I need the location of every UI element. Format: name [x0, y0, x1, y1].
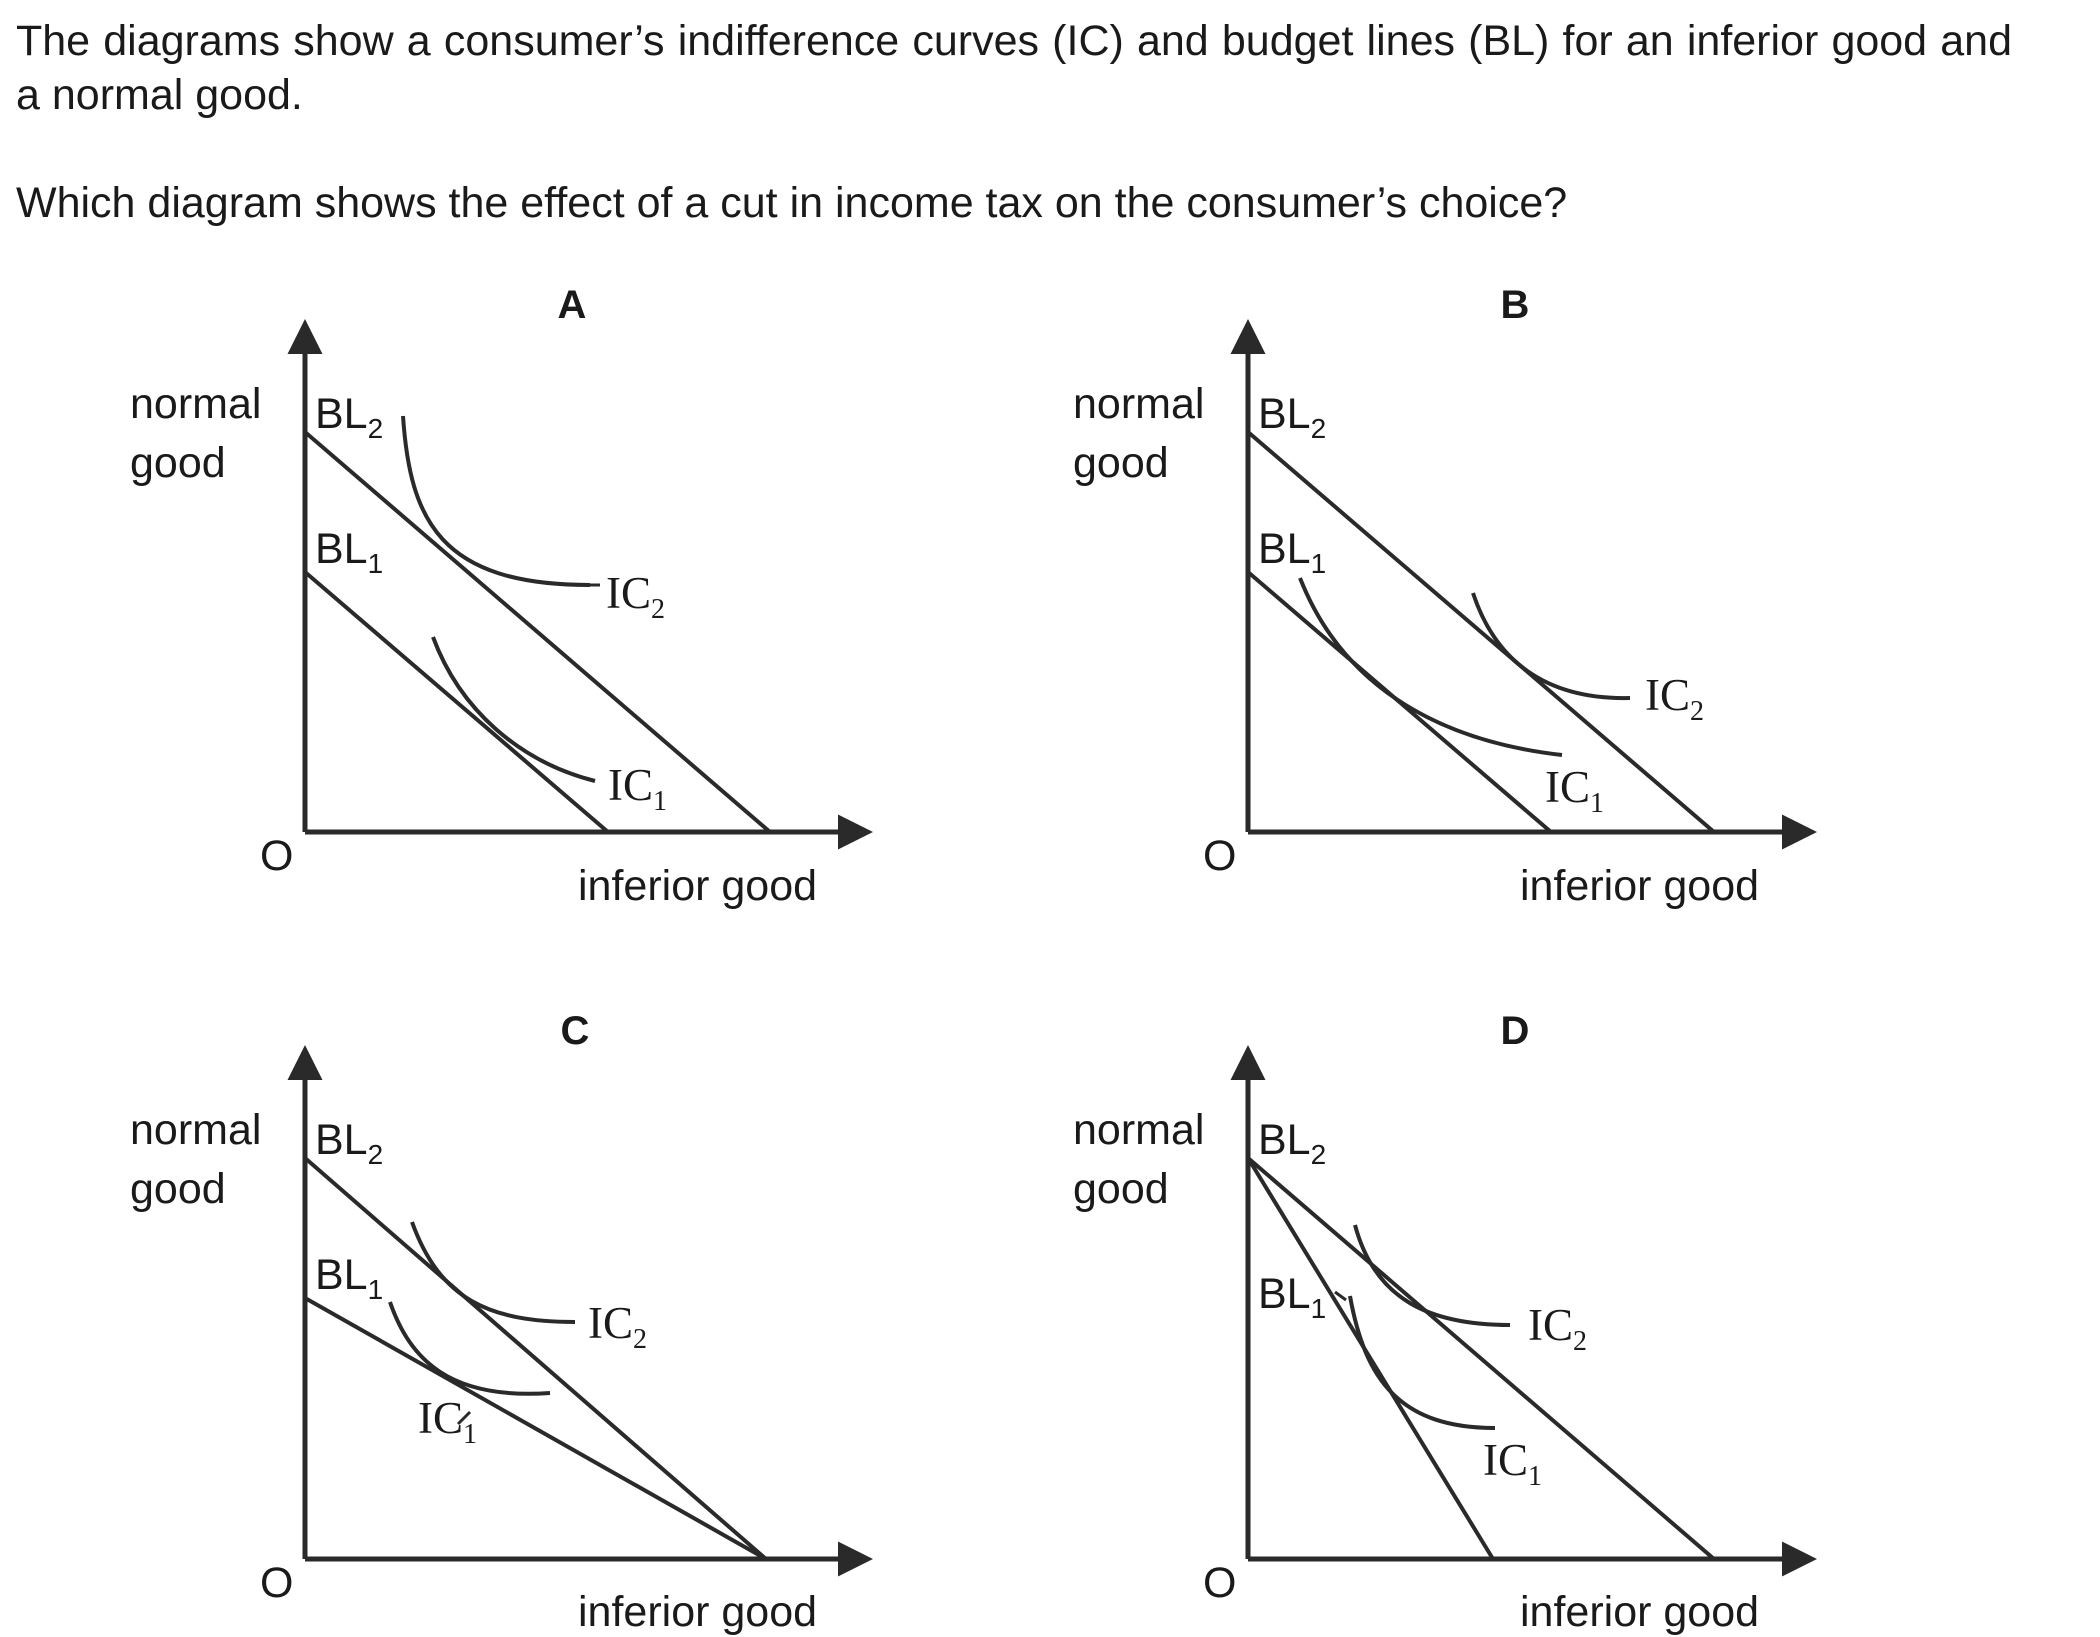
ic1-leader [456, 1410, 472, 1426]
y-axis-label-line1: normal [1073, 380, 1204, 428]
ic1-label: IC1 [1545, 762, 1604, 819]
ic2-label: IC2 [1645, 670, 1704, 727]
question-prompt: Which diagram shows the effect of a cut … [16, 179, 1568, 227]
budget-line-1-label: BL1 [1258, 525, 1326, 579]
indifference-curve-1 [1298, 577, 1563, 757]
y-axis-label-line2: good [1073, 1165, 1169, 1213]
x-axis-label: inferior good [1520, 1588, 1759, 1636]
origin-label: O [260, 1559, 293, 1607]
indifference-curve-2 [1353, 1224, 1511, 1327]
origin-label: O [260, 832, 293, 880]
x-axis-label: inferior good [578, 862, 817, 910]
indifference-curve-1 [1348, 1295, 1496, 1430]
x-axis-label: inferior good [578, 1588, 817, 1636]
panel-c: C normal good O inferior good BL2 BL1 IC… [130, 1009, 873, 1636]
ic1-label: IC1 [608, 760, 667, 817]
origin-label: O [1203, 832, 1236, 880]
y-axis-label-line1: normal [130, 380, 261, 428]
x-axis-label: inferior good [1520, 862, 1759, 910]
panel-letter: B [1501, 283, 1530, 327]
bl1-leader [1334, 1290, 1347, 1302]
ic2-label: IC2 [588, 1298, 647, 1355]
budget-line-1-label: BL1 [1258, 1270, 1326, 1324]
panel-b: B normal good O inferior good BL2 BL1 IC… [1073, 283, 1817, 910]
origin-label: O [1203, 1559, 1236, 1607]
budget-line-1 [303, 570, 610, 834]
budget-line-2 [1246, 430, 1716, 834]
indifference-curve-1 [431, 636, 596, 783]
budget-line-1-label: BL1 [315, 1251, 383, 1305]
budget-line-1-label: BL1 [315, 525, 383, 579]
budget-line-1 [304, 1296, 767, 1561]
indifference-curve-2 [410, 1221, 576, 1324]
y-axis-label-line2: good [130, 439, 226, 487]
y-axis-label-line1: normal [130, 1106, 261, 1154]
indifference-curve-1 [388, 1301, 551, 1396]
indifference-curve-2 [401, 415, 591, 587]
panel-letter: A [558, 283, 587, 327]
indifference-curve-2 [1471, 592, 1631, 701]
budget-line-2 [303, 1156, 768, 1561]
budget-line-2-label: BL2 [1258, 1116, 1326, 1170]
budget-line-2-label: BL2 [315, 1116, 383, 1170]
ic2-label: IC2 [1528, 1300, 1587, 1357]
panel-letter: C [561, 1009, 590, 1053]
y-axis-label-line2: good [130, 1165, 226, 1213]
panel-d: D normal good O inferior good BL2 BL1 IC… [1073, 1009, 1817, 1636]
panel-a: A normal good O inferior good BL2 BL1 IC… [130, 283, 873, 910]
ic2-label: IC2 [606, 568, 665, 625]
budget-line-2 [303, 430, 772, 834]
y-axis-label-line2: good [1073, 439, 1169, 487]
budget-line-2-label: BL2 [1258, 390, 1326, 444]
y-axis-label-line1: normal [1073, 1106, 1204, 1154]
ic1-label: IC1 [418, 1393, 477, 1450]
question-stem: The diagrams show a consumer’s indiffere… [16, 17, 2012, 119]
panel-letter: D [1501, 1009, 1530, 1053]
ic1-label: IC1 [1483, 1435, 1542, 1492]
budget-line-2 [1246, 1156, 1716, 1561]
budget-line-2-label: BL2 [315, 390, 383, 444]
